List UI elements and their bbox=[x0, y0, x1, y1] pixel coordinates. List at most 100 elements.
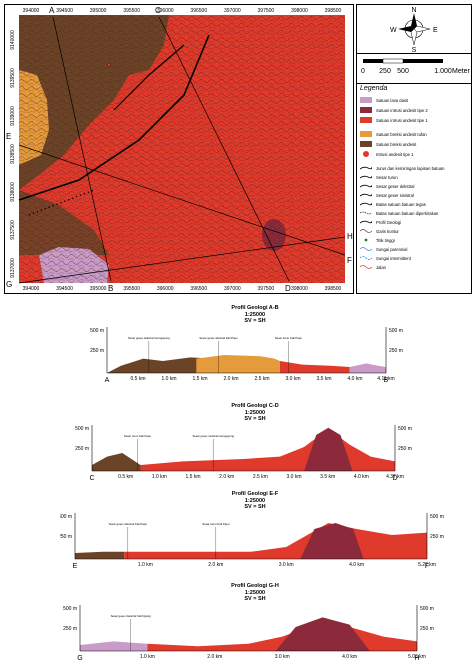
legend-symbol-label: Batas satuan batuan diperkirakan bbox=[376, 210, 439, 216]
road-icon bbox=[360, 265, 372, 269]
bottom-coordinate-ticks: 394000 394500 395000 395500 396000 396500 3970… bbox=[23, 286, 342, 292]
profile-end-letter: H bbox=[414, 655, 419, 662]
profile-distance-tick: 1.0 km bbox=[161, 376, 176, 382]
legend-symbol-label: Sungai parennial bbox=[376, 246, 408, 252]
profile-distance-tick: 4.37 km bbox=[386, 474, 404, 480]
profile-left-axis-label: 500 m bbox=[90, 328, 104, 334]
top-tick-label: 396500 bbox=[190, 8, 207, 14]
legend-swatch bbox=[363, 151, 369, 157]
profile-unit-shape bbox=[140, 429, 395, 471]
profile-distance-tick: 2.0 km bbox=[223, 376, 238, 382]
left-tick-label: 9137500 bbox=[10, 220, 16, 240]
profile-sv: SV = SH bbox=[244, 504, 266, 510]
legend-symbol-label: Garis kontur bbox=[376, 228, 399, 234]
profile-unit-shape bbox=[92, 453, 141, 471]
profile-distance-tick: 0.5 km bbox=[118, 474, 133, 480]
legend-unit-label: Intrusi andesit tipe 1 bbox=[376, 151, 414, 157]
profile-line-gh bbox=[18, 236, 346, 284]
profile-right-axis-label: 250 m bbox=[398, 446, 412, 452]
section-letter-g: G bbox=[6, 280, 12, 289]
legend-symbol-item: Jurus dan kemiringan lapisan batuan bbox=[360, 165, 444, 171]
top-tick-label: 395500 bbox=[123, 8, 140, 14]
profile-title: Profil Geologi A-B 1:25000 SV = SH bbox=[60, 305, 450, 325]
top-tick-label: 398000 bbox=[291, 8, 308, 14]
river-perennial-icon bbox=[360, 247, 372, 251]
profile-left-axis-label: 500 m bbox=[63, 606, 77, 612]
profile-distance-tick: 4.11 km bbox=[377, 376, 394, 382]
profile-distance-tick: 4.0 km bbox=[342, 654, 357, 660]
profile-section: 500 m 250 m 500 m 250 m 0.5 km 1.0 km 1.5 km 2.… bbox=[90, 327, 403, 384]
profile-left-axis-label: 250 m bbox=[90, 348, 104, 354]
legend-title: Legenda bbox=[360, 85, 388, 92]
left-tick-label: 9138500 bbox=[10, 144, 16, 164]
top-tick-label: 396000 bbox=[157, 8, 174, 14]
profile-title: Profil Geologi E-F 1:25000 SV = SH bbox=[60, 491, 450, 511]
geologic-map-canvas: 394000 394500 395000 395500 396000 396500 3970… bbox=[6, 6, 353, 293]
legend-symbol-label: Sungai intermittent bbox=[376, 255, 411, 261]
profile-distance-tick: 3.5 km bbox=[320, 474, 335, 480]
scale-label-250: 250 bbox=[379, 68, 391, 75]
profile-fault-note: Sesar turun Kali Papu bbox=[202, 522, 230, 526]
section-letter-f: F bbox=[347, 256, 352, 265]
strike-dip-icon bbox=[360, 166, 372, 170]
profile-unit-shape bbox=[196, 355, 280, 373]
bottom-tick-label: 397500 bbox=[258, 286, 275, 292]
compass-north: N bbox=[411, 7, 416, 14]
profile-start-letter: C bbox=[89, 475, 94, 482]
bottom-tick-label: 398500 bbox=[325, 286, 342, 292]
legend-symbol-label: Profil Geologi bbox=[376, 219, 402, 225]
profile-fault-note: Sesar geser dekstral Kali Ngutig bbox=[111, 614, 151, 618]
compass-east: E bbox=[433, 27, 438, 34]
legend-symbol-label: Sesar geser dekstral bbox=[376, 183, 415, 189]
profile-distance-tick: 4.0 km bbox=[354, 474, 369, 480]
profile-left-axis-label: 250 m bbox=[63, 626, 77, 632]
profile-fault-note: Sesar geser dekstral Kali Papu bbox=[109, 522, 148, 526]
profile-sv: SV = SH bbox=[244, 596, 266, 602]
legend-swatch bbox=[360, 107, 372, 113]
legend-symbol-item: Batas satuan batuan diperkirakan bbox=[360, 210, 438, 216]
contour-line-icon bbox=[360, 229, 372, 233]
profile-distance-tick: 4.0 km bbox=[349, 562, 364, 568]
profile-unit-shape bbox=[300, 523, 364, 559]
top-tick-label: 397000 bbox=[224, 8, 241, 14]
profile-distance-tick: 3.0 km bbox=[286, 474, 301, 480]
legend-symbol-item: Jalan bbox=[360, 264, 386, 270]
geologic-profile: Profil Geologi A-B 1:25000 SV = SH 500 m 250… bbox=[60, 305, 450, 385]
profile-distance-tick: 0.5 km bbox=[130, 376, 145, 382]
profile-distance-tick: 2.0 km bbox=[208, 562, 223, 568]
profile-title: Profil Geologi A-B bbox=[231, 305, 279, 311]
compass-rose: N S E W bbox=[357, 5, 471, 54]
profile-right-axis-label: 500 m bbox=[389, 328, 403, 334]
profile-fault-note: Sesar geser dekstral Gorogayong bbox=[128, 336, 170, 340]
profile-start-letter: G bbox=[77, 655, 82, 662]
geologic-profile: Profil Geologi C-D 1:25000 SV = SH 500 m 250… bbox=[60, 403, 450, 483]
legend-symbol-item: Profil Geologi bbox=[360, 219, 401, 225]
legend-symbol-item: Sungai parennial bbox=[360, 246, 407, 252]
legend-unit-label: Satuan intrusi andesit tipe 2 bbox=[376, 107, 428, 113]
legend-symbol-label: Sesar geser sinistral bbox=[376, 192, 414, 198]
legend-symbol-item: Garis kontur bbox=[360, 228, 399, 234]
bottom-tick-label: 394000 bbox=[23, 286, 40, 292]
bottom-tick-label: 398000 bbox=[291, 286, 308, 292]
profile-unit-shape bbox=[275, 617, 370, 651]
dextral-fault-icon bbox=[360, 184, 372, 188]
profile-distance-tick: 2.5 km bbox=[253, 474, 268, 480]
legend: Legenda Satuan lava dasit Satuan intrusi … bbox=[357, 85, 471, 293]
profile-distance-tick: 1.5 km bbox=[192, 376, 207, 382]
section-letter-d: D bbox=[285, 284, 291, 293]
profile-section: 500 m 250 m 500 m 250 m 1.0 km 2.0 km 3.0 km 4.… bbox=[60, 513, 444, 570]
profile-left-axis-label: 500 m bbox=[75, 426, 89, 432]
legend-swatch bbox=[360, 117, 372, 123]
profile-sv: SV = SH bbox=[244, 416, 266, 422]
legend-unit-item: Satuan lava dasit bbox=[360, 97, 408, 103]
profile-distance-tick: 2.0 km bbox=[207, 654, 222, 660]
spot-height-icon bbox=[364, 238, 368, 242]
profile-fault-note: Sesar turun Kali Papu bbox=[124, 434, 152, 438]
profile-fault-note: Sesar geser sinistral Gorogayong bbox=[192, 434, 234, 438]
legend-symbol-label: Sesar turun bbox=[376, 174, 398, 180]
profile-distance-tick: 2.0 km bbox=[219, 474, 234, 480]
profile-line-icon bbox=[360, 220, 372, 224]
profile-distance-tick: 5.27 km bbox=[418, 562, 436, 568]
legend-unit-item: Satuan intrusi andesit tipe 1 bbox=[360, 117, 428, 123]
spot-height-marker bbox=[107, 63, 111, 67]
